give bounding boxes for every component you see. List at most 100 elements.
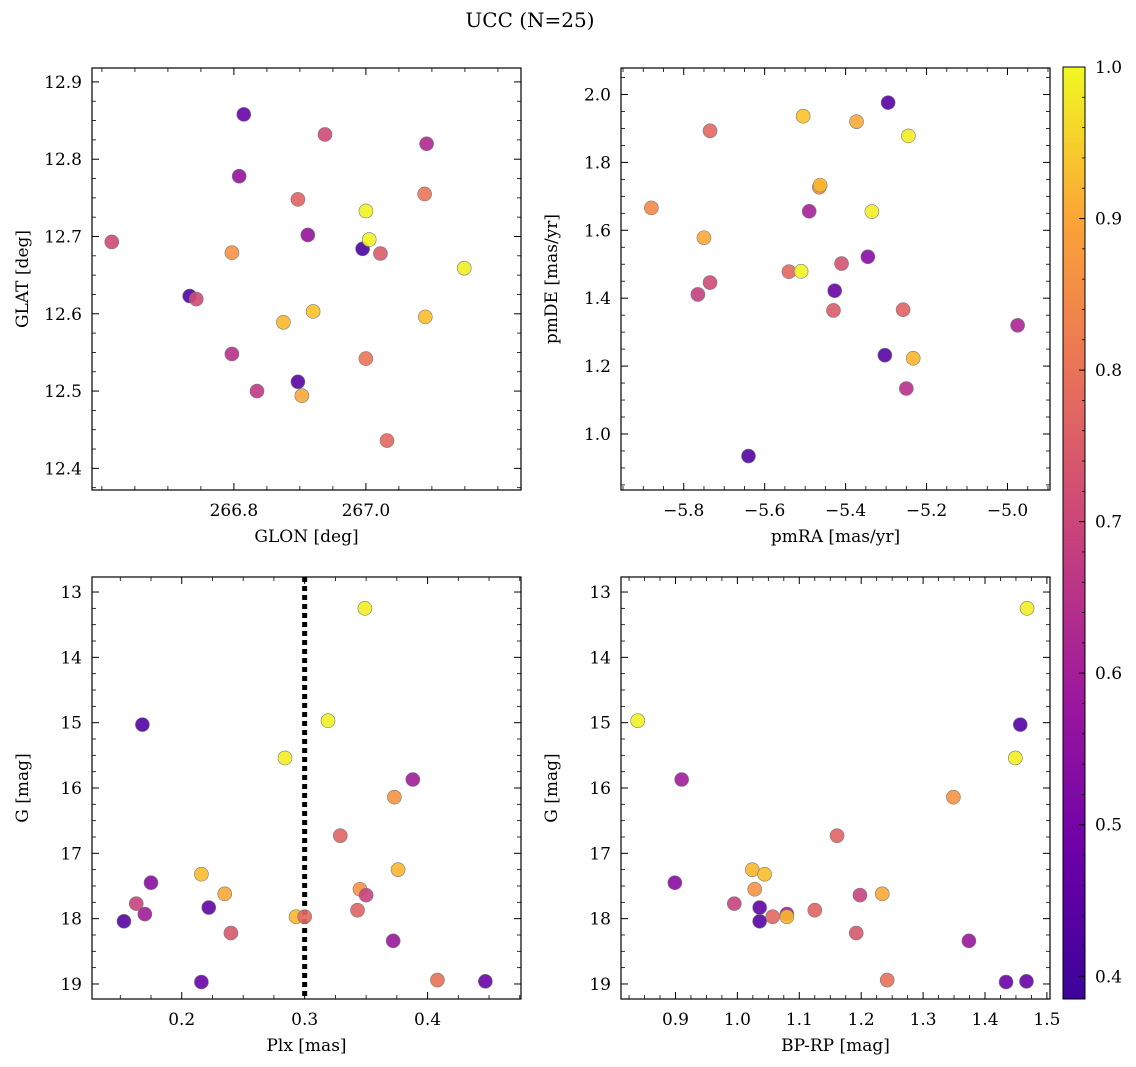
y-axis-label: pmDE [mas/yr] — [542, 214, 562, 344]
colorbar-tick-label: 0.5 — [1095, 816, 1122, 836]
scatter-point — [300, 227, 316, 243]
scatter-point — [358, 887, 374, 903]
panel-bprp_g: 0.9 1.0 1.1 1.2 1.3 1.4 1.5 13 14 15 16 17 18 19 BP-RP… — [542, 576, 1060, 1056]
scatter-point — [1008, 750, 1023, 766]
scatter-point — [998, 974, 1014, 990]
colorbar-gradient — [1062, 66, 1086, 1000]
scatter-point — [895, 302, 911, 318]
scatter-point — [696, 230, 712, 246]
scatter-point — [387, 789, 402, 805]
x-axis-label: BP-RP [mag] — [781, 1036, 890, 1056]
x-tick-label: 1.1 — [786, 1010, 813, 1030]
y-tick-label: 1.2 — [584, 357, 611, 377]
scatter-point — [419, 136, 434, 152]
scatter-point — [390, 862, 406, 877]
y-tick-label: 2.0 — [584, 85, 611, 105]
y-tick-label: 12.9 — [44, 73, 82, 93]
y-tick-label: 12.8 — [44, 150, 82, 170]
colorbar-tick-label: 0.9 — [1095, 210, 1122, 230]
scatter-point — [277, 750, 293, 766]
panel-pmra_pmde: −5.8 −5.6 −5.4 −5.2 −5.0 1.0 1.2 1.4 1.6 1.8 2.0 pm… — [542, 67, 1051, 547]
x-tick-label: 267.0 — [342, 501, 391, 521]
scatter-point — [852, 887, 868, 903]
scatter-point — [116, 913, 132, 929]
x-tick-label: −5.2 — [906, 501, 947, 521]
x-axis-label: pmRA [mas/yr] — [771, 527, 900, 547]
scatter-point — [880, 95, 896, 110]
colorbar-tick-label: 1.0 — [1095, 58, 1122, 78]
scatter-point — [702, 123, 718, 139]
scatter-point — [201, 900, 217, 915]
scatter-point — [290, 192, 306, 207]
y-tick-label: 16 — [589, 779, 611, 799]
scatter-point — [417, 186, 432, 202]
axes-frame — [620, 576, 1051, 1000]
panel-glon_glat: 266.8 267.0 12.4 12.5 12.6 12.7 12.8 12.9 GLON [… — [13, 67, 522, 547]
scatter-point — [223, 925, 239, 941]
scatter-point — [667, 875, 683, 891]
scatter-point — [849, 114, 864, 129]
scatter-point — [864, 204, 880, 219]
scatter-point — [757, 866, 772, 882]
scatter-point — [231, 168, 247, 184]
scatter-point — [874, 886, 890, 902]
x-tick-label: 0.2 — [168, 1010, 195, 1030]
x-tick-label: 1.2 — [848, 1010, 875, 1030]
y-tick-label: 1.0 — [584, 425, 611, 445]
scatter-point — [317, 127, 333, 142]
y-tick-label: 17 — [60, 844, 82, 864]
scatter-point — [333, 828, 348, 843]
scatter-point — [194, 866, 209, 882]
scatter-point — [358, 203, 374, 219]
scatter-point — [236, 107, 252, 122]
x-tick-label: 1.0 — [724, 1010, 751, 1030]
scatter-point — [357, 601, 373, 616]
scatter-point — [224, 346, 240, 362]
x-tick-label: −5.6 — [744, 501, 785, 521]
x-axis-label: GLON [deg] — [254, 527, 358, 547]
y-tick-label: 14 — [589, 648, 611, 668]
scatter-point — [188, 291, 204, 307]
scatter-point — [747, 881, 763, 897]
x-axis-label: Plx [mas] — [266, 1036, 346, 1056]
scatter-point — [779, 909, 795, 924]
scatter-point — [128, 896, 144, 911]
y-tick-label: 1.8 — [584, 153, 611, 173]
scatter-point — [905, 350, 921, 366]
scatter-point — [807, 902, 823, 918]
x-tick-label: 0.9 — [662, 1010, 689, 1030]
scatter-point — [801, 203, 817, 219]
scatter-point — [1019, 974, 1034, 989]
scatter-point — [795, 108, 811, 124]
scatter-point — [143, 875, 159, 891]
y-tick-label: 12.5 — [44, 382, 82, 402]
x-tick-label: −5.4 — [825, 501, 866, 521]
scatter-point — [752, 900, 767, 915]
scatter-point — [276, 314, 291, 330]
scatter-point — [137, 906, 153, 922]
scatter-point — [702, 275, 718, 290]
scatter-point — [961, 933, 977, 949]
scatter-point — [674, 772, 689, 787]
scatter-point — [290, 374, 306, 390]
scatter-point — [379, 433, 395, 448]
scatter-point — [1012, 717, 1028, 732]
scatter-point — [373, 246, 388, 261]
scatter-point — [793, 264, 809, 279]
scatter-point — [848, 925, 864, 941]
x-tick-label: 0.3 — [291, 1010, 318, 1030]
scatter-point — [826, 303, 841, 318]
scatter-point — [860, 249, 876, 265]
y-tick-label: 19 — [60, 975, 82, 995]
x-tick-label: −5.0 — [987, 501, 1028, 521]
scatter-point — [827, 283, 842, 299]
scatter-point — [417, 309, 433, 325]
y-tick-label: 12.6 — [44, 305, 82, 325]
scatter-point — [217, 886, 233, 902]
x-tick-label: 266.8 — [210, 501, 259, 521]
x-tick-label: 1.4 — [971, 1010, 998, 1030]
scatter-point — [320, 713, 336, 729]
figure-title: UCC (N=25) — [465, 8, 594, 32]
y-tick-label: 16 — [60, 779, 82, 799]
